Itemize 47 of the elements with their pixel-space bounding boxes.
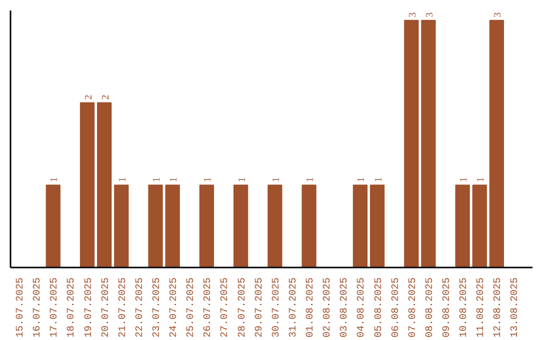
data-label: 1 (476, 177, 487, 182)
x-tick-label: 06.08.2025 (390, 277, 402, 338)
x-tick-label: 21.07.2025 (118, 277, 129, 338)
data-label: 1 (373, 177, 384, 182)
x-tick-label: 28.07.2025 (237, 277, 248, 338)
data-label: 1 (236, 177, 248, 182)
x-tick-label: 16.07.2025 (32, 277, 44, 338)
x-tick-label: 26.07.2025 (203, 277, 214, 338)
x-tick-label: 05.08.2025 (374, 277, 385, 338)
x-tick-label: 27.07.2025 (220, 277, 232, 338)
x-tick-label: 29.07.2025 (254, 277, 266, 338)
data-label: 1 (202, 177, 214, 182)
x-tick-label: 20.07.2025 (100, 277, 112, 338)
x-tick-label: 03.08.2025 (340, 277, 351, 338)
x-tick-label: 04.08.2025 (356, 277, 368, 338)
data-label: 1 (270, 177, 282, 182)
x-tick-label: 08.08.2025 (424, 277, 436, 338)
data-label: 1 (458, 177, 470, 182)
data-label: 1 (305, 177, 316, 182)
x-tick-label: 17.07.2025 (50, 277, 61, 338)
x-tick-label: 02.08.2025 (322, 277, 334, 338)
data-label: 2 (83, 94, 94, 100)
data-label: 3 (492, 12, 504, 18)
x-tick-label: 19.07.2025 (84, 277, 95, 338)
x-tick-label: 10.08.2025 (459, 277, 470, 338)
data-label: 1 (49, 177, 60, 182)
data-label: 1 (356, 177, 368, 182)
x-tick-label: 13.08.2025 (510, 277, 522, 338)
x-tick-label: 15.07.2025 (16, 277, 27, 338)
x-tick-label: 18.07.2025 (66, 277, 78, 338)
x-tick-label: 30.07.2025 (271, 277, 282, 338)
x-tick-label: 01.08.2025 (306, 277, 317, 338)
data-label: 1 (152, 177, 162, 182)
data-label: 2 (100, 94, 112, 100)
x-tick-label: 22.07.2025 (134, 277, 146, 338)
x-tick-label: 09.08.2025 (442, 277, 453, 338)
x-tick-label: 24.07.2025 (169, 277, 180, 338)
data-label: 3 (424, 12, 436, 18)
x-tick-label: 07.08.2025 (408, 277, 419, 338)
x-tick-label: 23.07.2025 (152, 277, 163, 338)
data-label: 3 (407, 12, 418, 18)
x-tick-label: 11.08.2025 (476, 277, 488, 338)
data-label: 1 (117, 177, 128, 182)
x-tick-label: 31.07.2025 (288, 277, 300, 338)
x-tick-label: 12.08.2025 (493, 277, 504, 338)
x-tick-label: 25.07.2025 (186, 277, 198, 338)
data-label: 1 (168, 177, 180, 182)
